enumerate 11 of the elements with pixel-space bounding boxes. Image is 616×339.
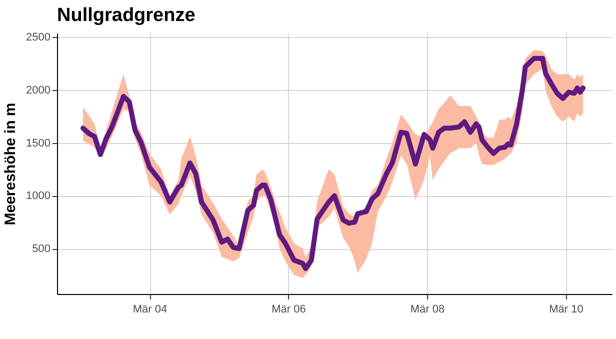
chart-title: Nullgradgrenze [57, 5, 196, 26]
x-tick-label: Mär 08 [410, 304, 445, 316]
y-tick-label: 2000 [26, 84, 50, 97]
x-tick-label: Mär 06 [272, 304, 306, 316]
y-tick-label: 1500 [26, 137, 50, 150]
x-tick-label: Mär 10 [549, 304, 584, 316]
y-tick-label: 1000 [26, 190, 50, 202]
y-tick-label: 500 [32, 243, 50, 256]
y-axis-title: Meereshöhe in m [2, 102, 20, 226]
x-tick-label: Mär 04 [132, 304, 168, 316]
y-tick-label: 2500 [26, 32, 50, 44]
